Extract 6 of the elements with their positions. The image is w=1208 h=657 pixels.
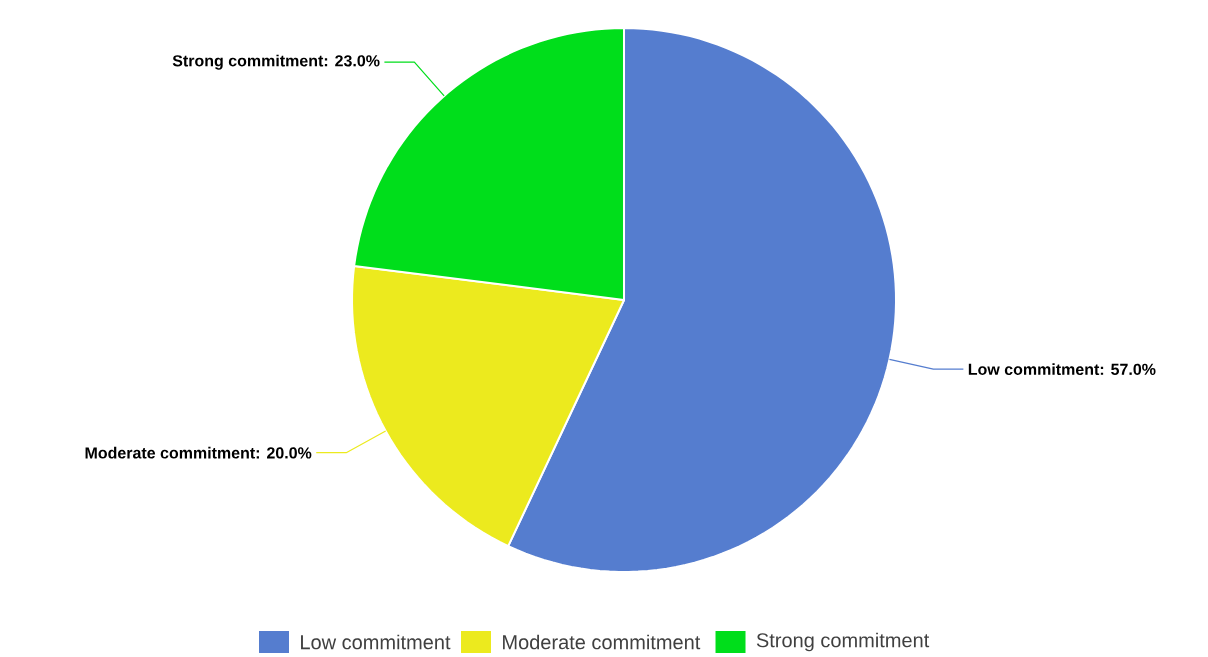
legend-label: Moderate commitment bbox=[503, 634, 701, 650]
legend-label: Low commitment bbox=[301, 634, 451, 650]
legend-label: Strong commitment bbox=[756, 632, 930, 652]
data-label: Low commitment: 57.0% bbox=[968, 363, 1156, 376]
data-label: Moderate commitment: 20.0% bbox=[85, 446, 312, 459]
data-label: Strong commitment: 23.0% bbox=[172, 54, 380, 70]
